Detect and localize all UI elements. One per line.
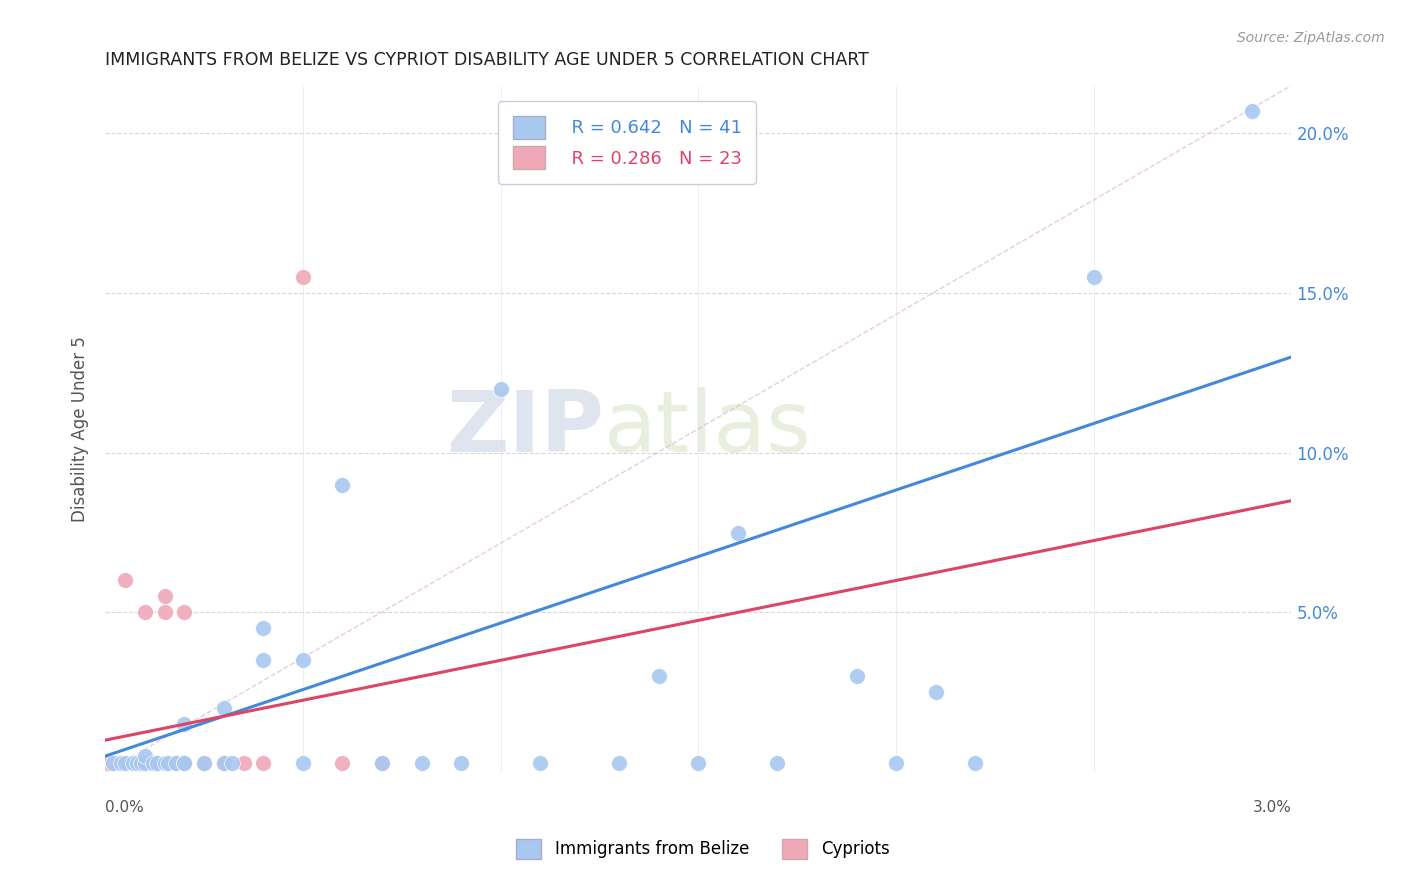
Point: [125, 756, 148, 770]
Point: [114, 756, 136, 770]
Point: [212, 756, 235, 770]
Point: [134, 756, 156, 770]
Point: [411, 756, 433, 770]
Point: [1240, 104, 1263, 119]
Point: [145, 756, 167, 770]
Text: ZIP: ZIP: [446, 387, 603, 470]
Point: [688, 756, 710, 770]
Point: [291, 653, 314, 667]
Point: [122, 756, 145, 770]
Point: [193, 756, 215, 770]
Point: [607, 756, 630, 770]
Point: [173, 606, 195, 620]
Text: 3.0%: 3.0%: [1253, 799, 1292, 814]
Text: atlas: atlas: [603, 387, 811, 470]
Point: [173, 717, 195, 731]
Point: [134, 756, 156, 770]
Point: [165, 756, 187, 770]
Point: [252, 653, 274, 667]
Point: [145, 756, 167, 770]
Point: [142, 756, 165, 770]
Point: [173, 756, 195, 770]
Point: [165, 756, 187, 770]
Point: [371, 756, 394, 770]
Point: [101, 756, 124, 770]
Point: [884, 756, 907, 770]
Text: Source: ZipAtlas.com: Source: ZipAtlas.com: [1237, 31, 1385, 45]
Point: [291, 756, 314, 770]
Point: [98, 756, 121, 770]
Point: [173, 756, 195, 770]
Point: [122, 756, 145, 770]
Point: [489, 382, 512, 396]
Point: [252, 621, 274, 635]
Point: [110, 756, 132, 770]
Point: [924, 685, 946, 699]
Point: [371, 756, 394, 770]
Point: [845, 669, 868, 683]
Point: [173, 756, 195, 770]
Point: [134, 606, 156, 620]
Text: 0.0%: 0.0%: [105, 799, 143, 814]
Point: [332, 477, 354, 491]
Point: [221, 756, 243, 770]
Point: [101, 756, 124, 770]
Point: [252, 756, 274, 770]
Y-axis label: Disability Age Under 5: Disability Age Under 5: [72, 336, 89, 522]
Legend:   R = 0.642   N = 41,   R = 0.286   N = 23: R = 0.642 N = 41, R = 0.286 N = 23: [498, 102, 756, 184]
Point: [212, 701, 235, 715]
Point: [114, 574, 136, 588]
Point: [105, 756, 128, 770]
Point: [153, 590, 176, 604]
Point: [212, 756, 235, 770]
Point: [153, 756, 176, 770]
Text: IMMIGRANTS FROM BELIZE VS CYPRIOT DISABILITY AGE UNDER 5 CORRELATION CHART: IMMIGRANTS FROM BELIZE VS CYPRIOT DISABI…: [105, 51, 869, 69]
Point: [129, 756, 152, 770]
Point: [232, 756, 254, 770]
Point: [450, 756, 472, 770]
Point: [648, 669, 671, 683]
Point: [212, 756, 235, 770]
Point: [153, 606, 176, 620]
Point: [212, 756, 235, 770]
Point: [1083, 270, 1105, 285]
Point: [134, 749, 156, 764]
Point: [291, 270, 314, 285]
Point: [332, 756, 354, 770]
Point: [193, 756, 215, 770]
Legend: Immigrants from Belize, Cypriots: Immigrants from Belize, Cypriots: [510, 832, 896, 866]
Point: [142, 756, 165, 770]
Point: [965, 756, 987, 770]
Point: [727, 525, 749, 540]
Point: [766, 756, 789, 770]
Point: [529, 756, 551, 770]
Point: [157, 756, 180, 770]
